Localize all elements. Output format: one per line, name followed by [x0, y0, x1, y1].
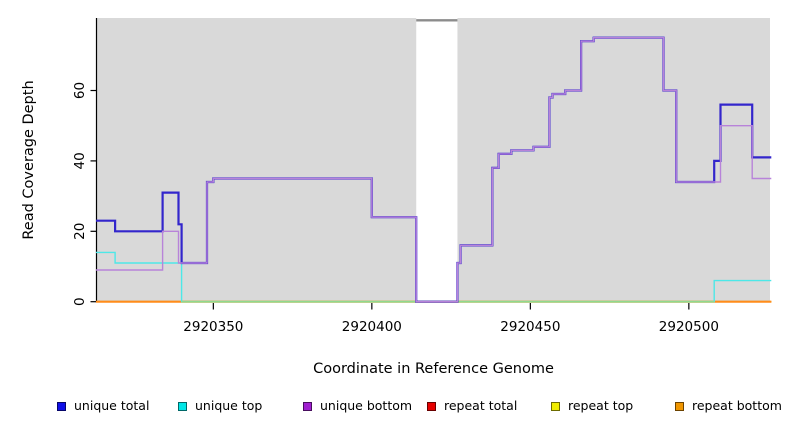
y-axis-title: Read Coverage Depth — [21, 80, 37, 240]
plot-background-left — [97, 18, 417, 303]
legend-swatch-unique-bottom — [303, 401, 312, 411]
series-unique-top — [96, 251, 772, 303]
y-tick-label: 0 — [72, 297, 88, 306]
x-tick-label: 2920500 — [659, 319, 719, 335]
series-unique-bottom — [96, 37, 772, 303]
legend-item-unique-top: unique top — [178, 398, 262, 414]
legend-swatch-repeat-total — [427, 401, 436, 411]
legend-label: unique top — [195, 398, 263, 413]
legend-swatch-repeat-bottom — [675, 401, 684, 411]
legend: unique total unique top unique bottom repea… — [0, 398, 792, 418]
legend-item-repeat-total: repeat total — [427, 398, 517, 414]
legend-item-repeat-top: repeat top — [551, 398, 633, 414]
legend-swatch-unique-top — [178, 401, 187, 411]
legend-item-repeat-bottom: repeat bottom — [675, 398, 782, 414]
y-tick-label: 20 — [72, 223, 88, 240]
plot-background-right — [457, 18, 770, 303]
y-tick-label: 40 — [72, 152, 88, 169]
legend-label: repeat total — [444, 398, 518, 413]
legend-label: unique total — [74, 398, 150, 413]
legend-swatch-unique-total — [57, 401, 66, 411]
legend-label: repeat bottom — [692, 398, 782, 413]
legend-swatch-repeat-top — [551, 401, 560, 411]
x-axis-title: Coordinate in Reference Genome — [313, 361, 554, 377]
x-tick-label: 2920450 — [500, 319, 560, 335]
legend-item-unique-total: unique total — [57, 398, 149, 414]
y-tick-label: 60 — [72, 82, 88, 99]
x-tick-label: 2920350 — [183, 319, 243, 335]
legend-item-unique-bottom: unique bottom — [303, 398, 412, 414]
legend-label: unique bottom — [320, 398, 413, 413]
x-tick-label: 2920400 — [342, 319, 402, 335]
legend-label: repeat top — [568, 398, 634, 413]
